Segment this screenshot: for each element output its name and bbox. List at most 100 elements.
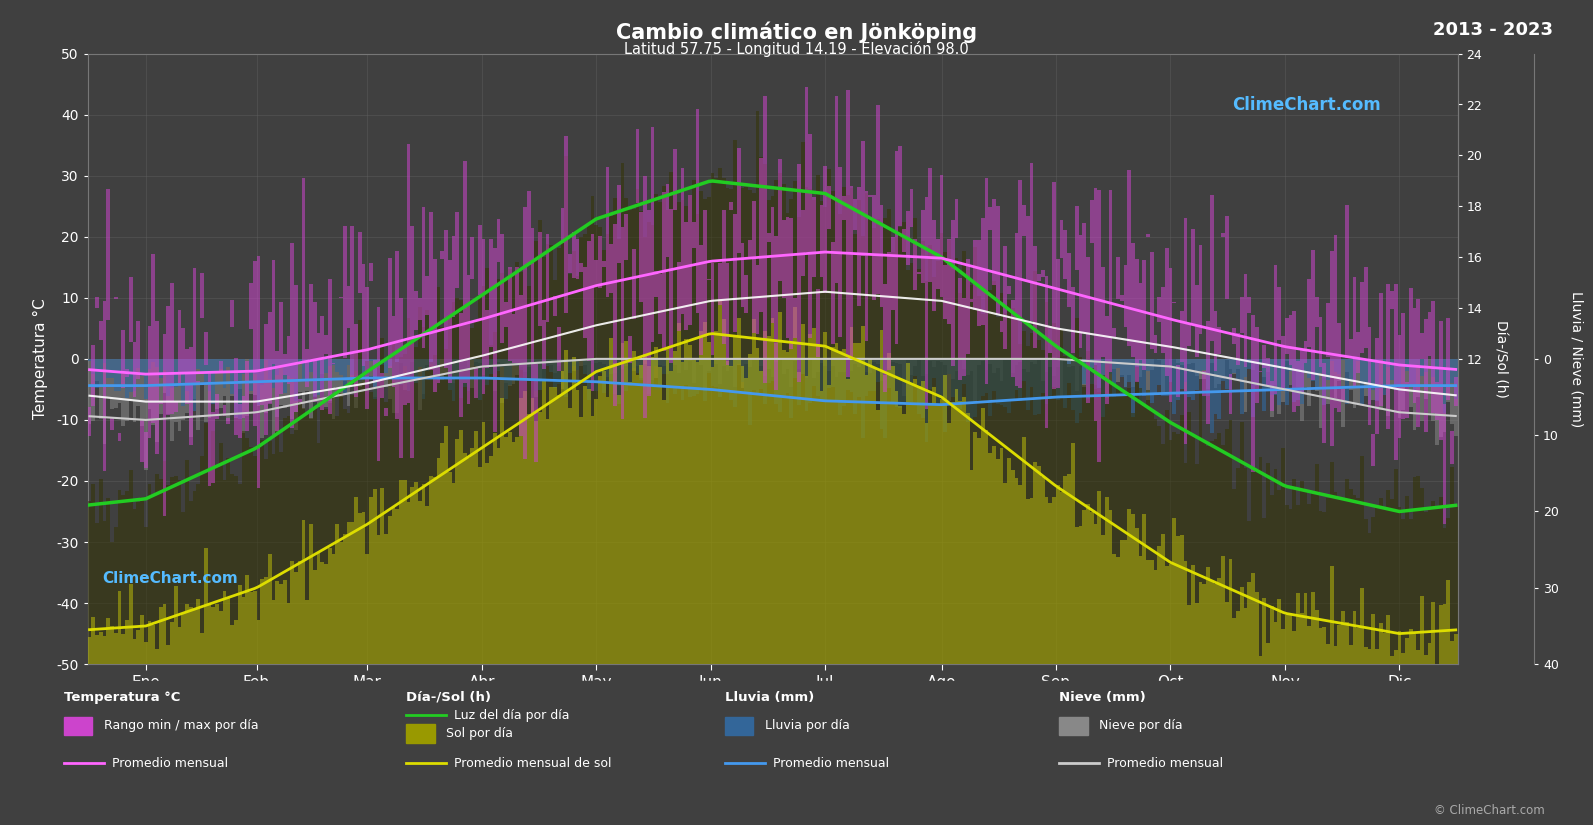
Bar [876,105,879,295]
Bar [887,359,890,368]
Bar [973,359,977,402]
Bar [918,359,921,414]
Bar [1300,350,1303,394]
Bar [785,213,790,352]
Bar [268,359,271,403]
Bar [395,509,400,664]
Bar [190,359,193,403]
Bar [459,359,464,398]
Bar [215,467,218,605]
Bar [110,359,113,409]
Bar [201,359,204,384]
Bar [1397,507,1402,631]
Bar [118,359,121,390]
Bar [921,359,924,376]
Bar [661,359,666,374]
Bar [965,412,970,664]
Bar [935,359,940,406]
Bar [339,359,342,375]
Bar [906,359,910,402]
Bar [511,441,516,664]
Bar [1161,444,1164,534]
Bar [954,359,959,407]
Bar [616,359,621,386]
Bar [1308,625,1311,664]
Bar [793,182,796,307]
Bar [132,359,137,422]
Bar [298,560,301,664]
Bar [1289,359,1292,385]
Bar [1356,332,1360,373]
Bar [1424,319,1427,431]
Bar [965,359,970,422]
Bar [295,285,298,412]
Bar [973,431,977,664]
Bar [1078,526,1082,664]
Bar [392,342,395,506]
Bar [580,262,583,272]
Bar [1281,336,1286,390]
Bar [580,359,583,366]
Bar [801,359,804,374]
Bar [1344,205,1349,358]
Bar [857,186,860,306]
Bar [1416,359,1419,365]
Bar [312,398,317,570]
Bar [226,459,231,597]
Bar [973,240,977,309]
Bar [624,359,628,366]
Bar [403,359,406,365]
Bar [1222,359,1225,379]
Bar [1142,260,1145,370]
Bar [984,359,988,394]
Text: Día-/Sol (h): Día-/Sol (h) [406,691,491,704]
Bar [575,389,580,664]
Bar [290,359,295,379]
Bar [1037,340,1040,466]
Bar [1233,488,1236,618]
Bar [470,237,475,280]
Bar [591,417,594,664]
Bar [674,359,677,365]
Bar [597,359,602,373]
Bar [301,178,306,362]
Bar [561,359,564,389]
Bar [306,359,309,382]
Bar [868,195,871,196]
Bar [1214,311,1217,371]
Bar [436,359,440,367]
Bar [1394,359,1397,390]
Bar [726,361,730,664]
Bar [1075,527,1078,664]
Bar [500,273,505,398]
Bar [226,597,231,664]
Bar [738,318,741,664]
Bar [860,141,865,257]
Bar [865,375,868,664]
Bar [91,359,96,375]
Bar [475,359,478,366]
Bar [1278,599,1281,664]
Bar [744,275,749,313]
Bar [414,346,417,482]
Bar [895,390,898,664]
Bar [373,360,376,381]
Bar [940,359,943,397]
Bar [583,386,586,664]
Bar [707,342,710,664]
Bar [110,542,113,626]
Bar [613,198,616,364]
Bar [1333,235,1338,408]
Bar [545,419,550,664]
Bar [959,278,962,380]
Bar [677,359,680,386]
Bar [1413,359,1416,391]
Bar [1090,512,1093,664]
Bar [812,359,816,378]
Bar [99,359,102,418]
Bar [96,634,99,664]
Bar [395,362,400,509]
Bar [411,359,414,377]
Bar [159,607,162,664]
Bar [1040,477,1045,664]
